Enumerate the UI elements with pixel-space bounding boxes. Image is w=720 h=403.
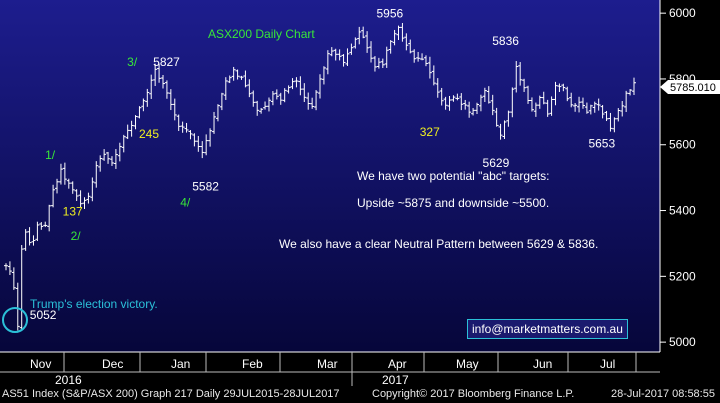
y-tick-label: 5400: [669, 204, 696, 218]
x-tick-label: Apr: [388, 357, 407, 371]
annotation-label: 5956: [377, 7, 404, 21]
x-year-label: 2016: [55, 373, 82, 386]
annotation-label: 5052: [30, 308, 57, 322]
plot-background: [0, 0, 660, 352]
bloomberg-footer: AS51 Index (S&P/ASX 200) Graph 217 Daily…: [0, 386, 720, 403]
x-tick-label: Feb: [242, 357, 263, 371]
y-tick-label: 5200: [669, 269, 696, 283]
election-circle: [2, 307, 28, 333]
footer-timestamp: 28-Jul-2017 08:58:55: [611, 388, 715, 400]
xaxis-background: [0, 352, 720, 386]
annotation-label: 245: [139, 127, 159, 141]
annotation-label: 1/: [45, 148, 56, 162]
x-tick-label: Mar: [317, 357, 338, 371]
x-tick-label: Jul: [600, 357, 615, 371]
annotation-label: 2/: [71, 229, 82, 243]
note-line-2: Upside ~5875 and downside ~5500.: [357, 196, 549, 210]
y-tick-label: 5600: [669, 138, 696, 152]
footer-security: AS51 Index (S&P/ASX 200) Graph 217 Daily…: [2, 388, 340, 400]
last-price-tag: 5785.010: [660, 80, 720, 94]
annotation-label: 4/: [180, 196, 191, 210]
annotation-label: 5827: [153, 55, 180, 69]
annotation-label: 137: [63, 204, 83, 218]
x-tick-label: Nov: [30, 357, 51, 371]
annotation-label: 5653: [588, 136, 615, 150]
annotation-label: 5629: [483, 156, 510, 170]
note-line-3: We also have a clear Neutral Pattern bet…: [279, 237, 598, 251]
annotation-label: 5582: [192, 180, 219, 194]
footer-copyright: Copyright© 2017 Bloomberg Finance L.P.: [372, 388, 575, 400]
election-label: Trump's election victory.: [30, 297, 158, 311]
x-tick-label: Jun: [533, 357, 552, 371]
x-tick-label: Jan: [171, 357, 190, 371]
chart-title: ASX200 Daily Chart: [208, 27, 315, 41]
x-tick-label: May: [456, 357, 479, 371]
x-year-label: 2017: [382, 373, 409, 386]
last-price-marker: [660, 80, 720, 94]
axis-background: [660, 0, 720, 352]
annotation-label: 5836: [492, 34, 519, 48]
annotation-label: 327: [420, 125, 440, 139]
x-tick-label: Dec: [102, 357, 123, 371]
last-price-label: 5785.010: [670, 82, 716, 94]
note-line-1: We have two potential "abc" targets:: [357, 169, 549, 183]
email-badge: info@marketmatters.com.au: [467, 319, 628, 339]
y-tick-label: 6000: [669, 6, 696, 20]
y-tick-label: 5000: [669, 335, 696, 349]
annotation-label: 3/: [127, 55, 138, 69]
